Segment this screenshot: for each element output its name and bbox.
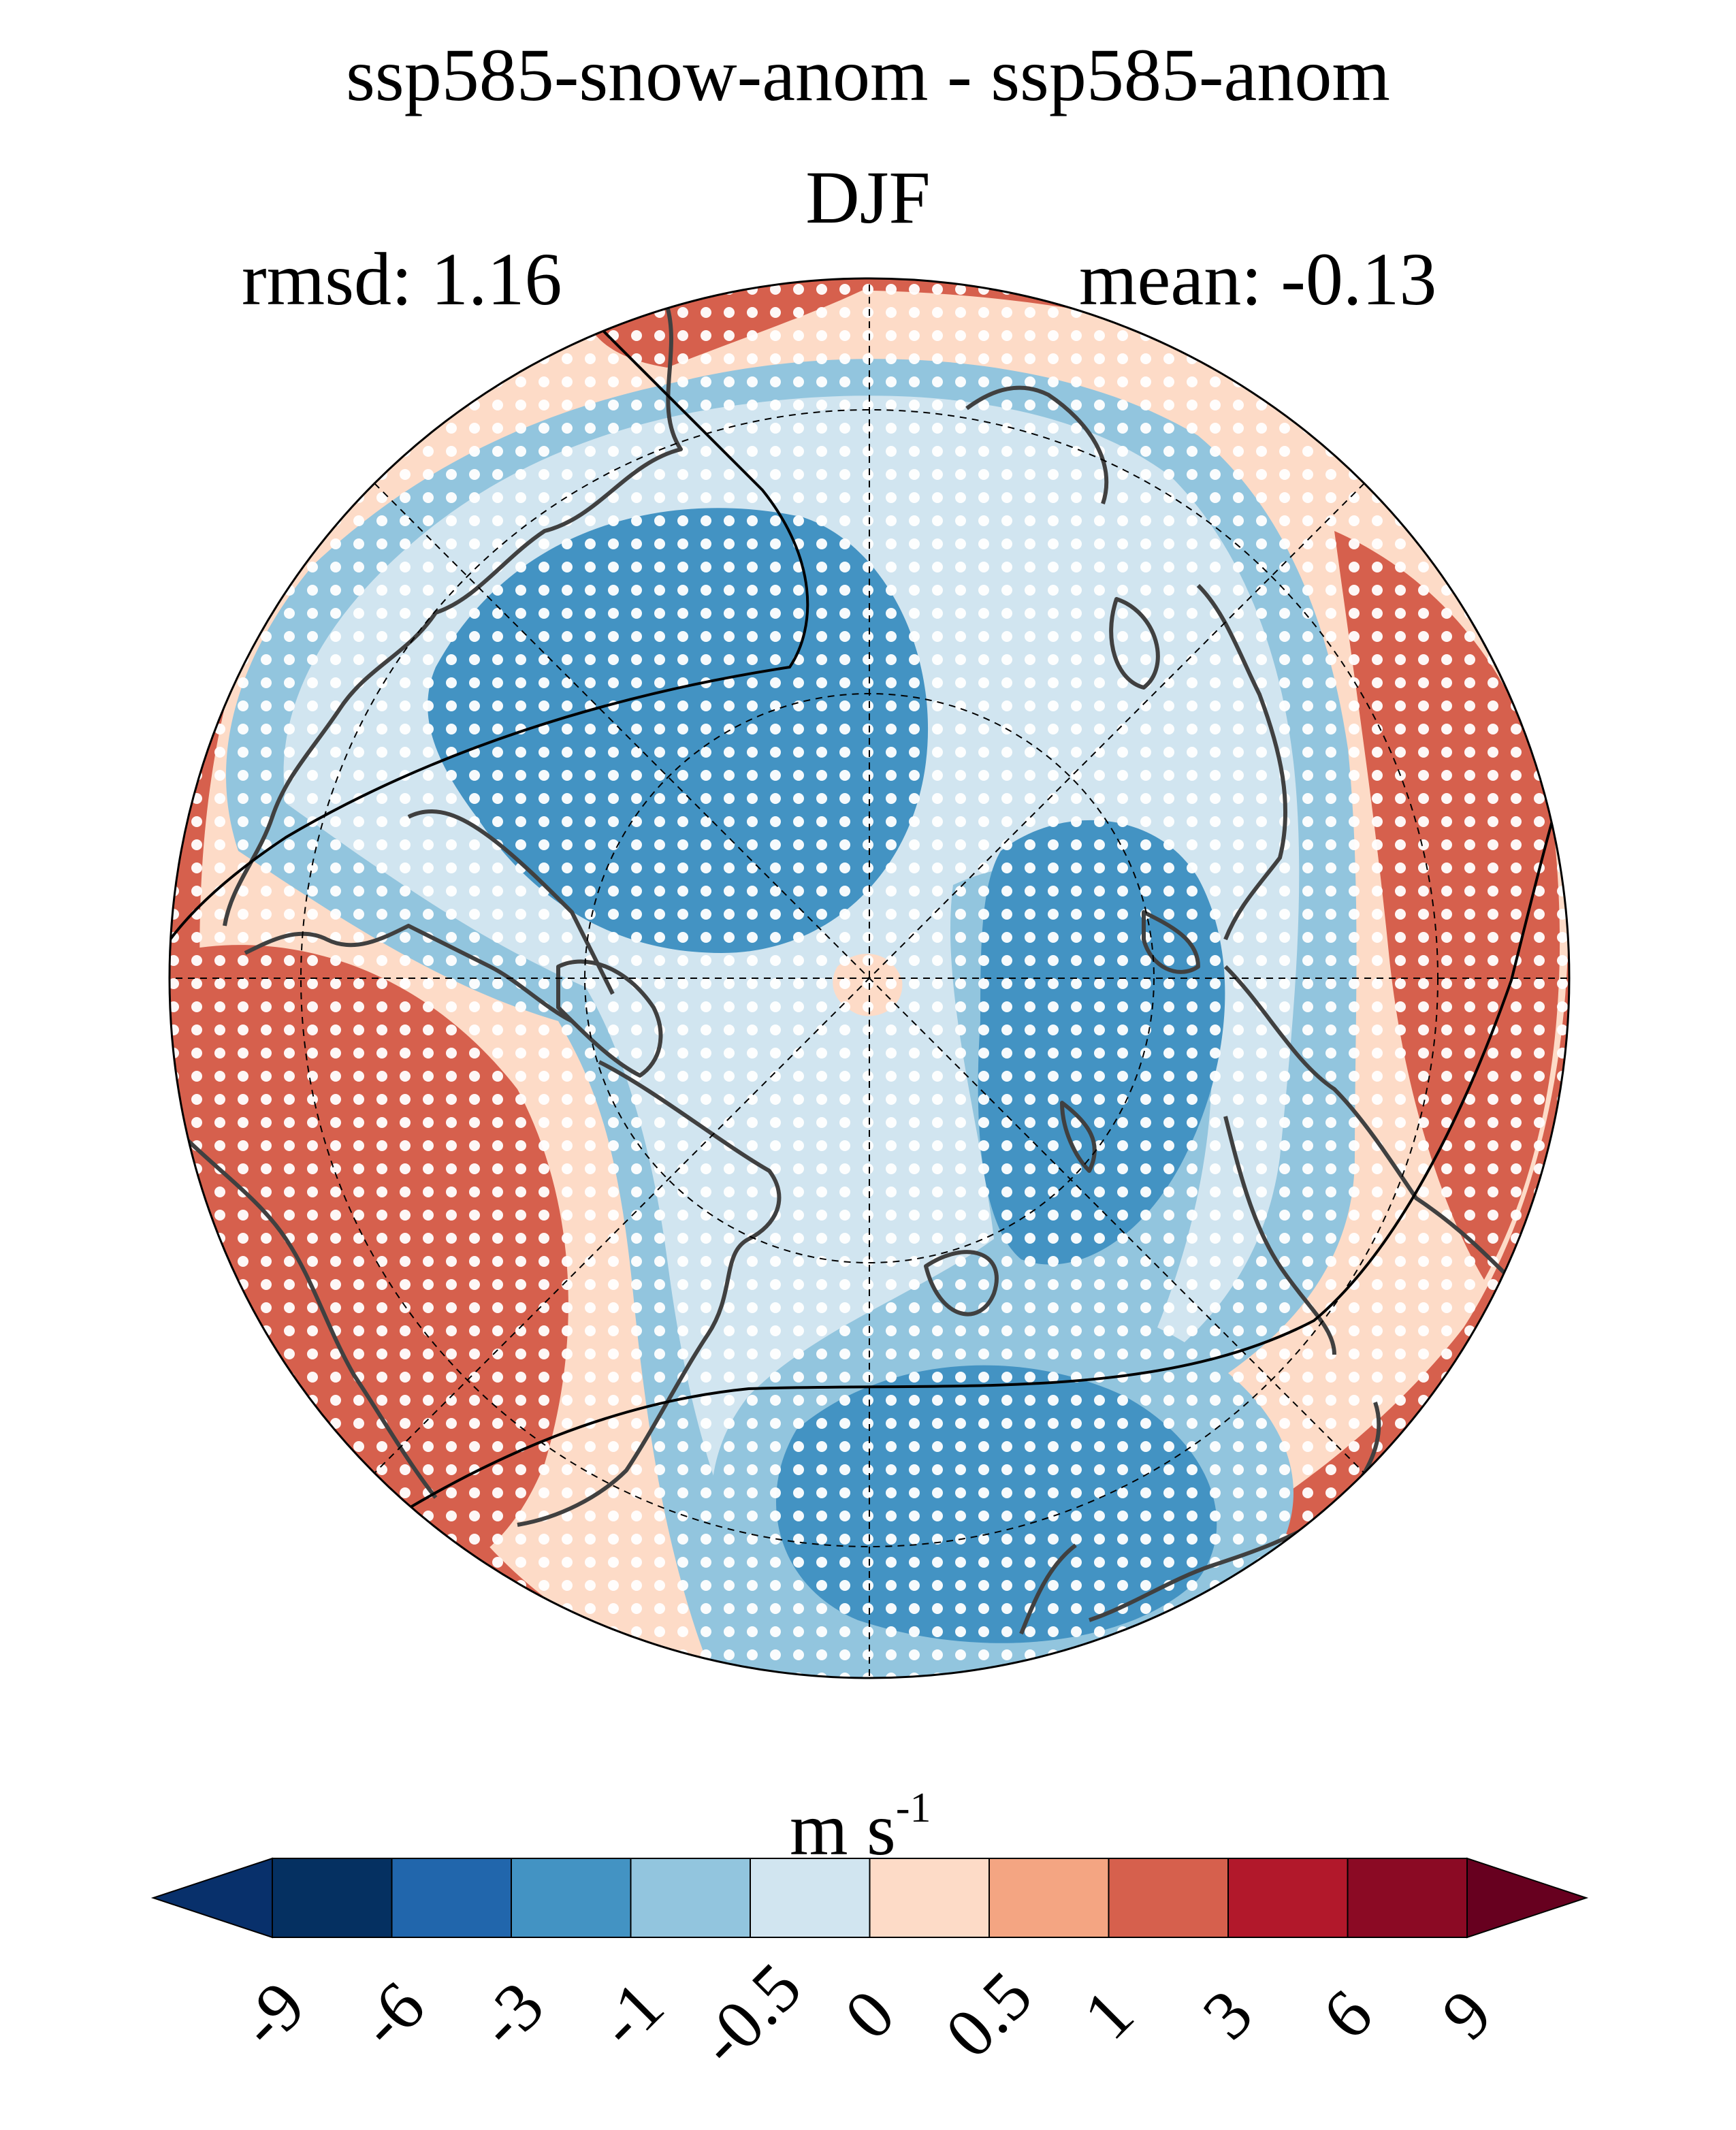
colorbar-box — [1108, 1858, 1229, 1938]
mean-label: mean: -0.13 — [1079, 238, 1437, 321]
colorbar-extend-high — [1466, 1857, 1589, 1939]
figure-title: ssp585-snow-anom - ssp585-anom — [346, 33, 1390, 116]
colorbar-box — [1227, 1858, 1349, 1938]
colorbar-box — [988, 1858, 1110, 1938]
colorbar-box — [391, 1858, 512, 1938]
colorbar-extend-low — [150, 1857, 273, 1939]
season-label: DJF — [805, 156, 931, 239]
colorbar-unit: m s-1 — [790, 1787, 931, 1867]
colorbar-box — [272, 1858, 393, 1938]
coastlines — [175, 306, 1513, 1635]
colorbar-box — [511, 1858, 632, 1938]
unit-base: m s — [790, 1788, 896, 1871]
colorbar-box — [1347, 1858, 1468, 1938]
colorbar-box — [869, 1858, 990, 1938]
rmsd-label: rmsd: 1.16 — [242, 238, 562, 321]
map-boundary — [168, 277, 1571, 1679]
map-field — [170, 278, 1569, 1678]
unit-exponent: -1 — [895, 1785, 931, 1831]
colorbar-box — [750, 1858, 871, 1938]
colorbar-box — [630, 1858, 751, 1938]
graticule — [170, 278, 1569, 1678]
jet-contours — [170, 325, 1560, 1526]
